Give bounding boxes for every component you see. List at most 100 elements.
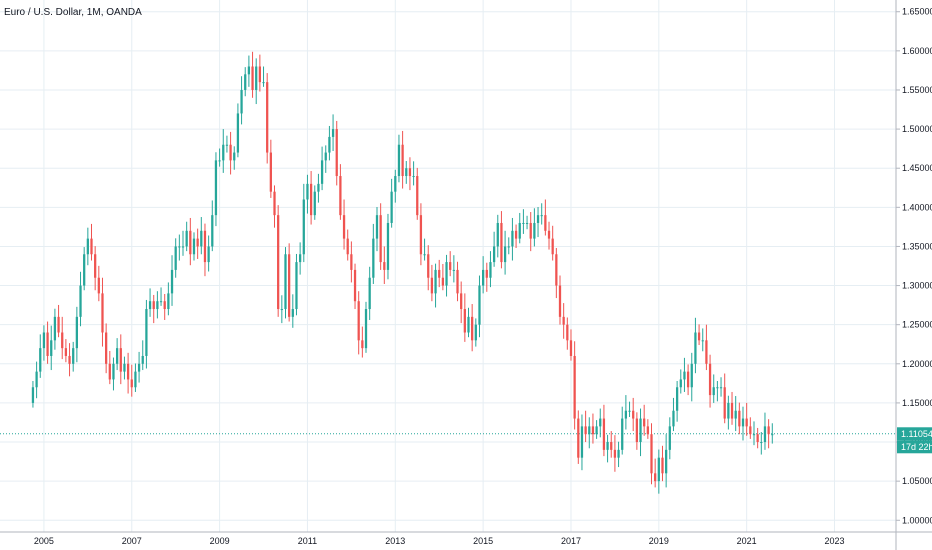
price-axis[interactable]: 1.000001.050001.100001.150001.200001.250…	[896, 7, 932, 526]
candle-down[interactable]	[196, 238, 199, 247]
candle-up[interactable]	[174, 246, 177, 270]
candle-down[interactable]	[756, 434, 759, 443]
candle-down[interactable]	[57, 316, 60, 333]
candle-up[interactable]	[694, 332, 697, 364]
candle-up[interactable]	[511, 230, 514, 247]
candle-down[interactable]	[635, 418, 638, 443]
candle-down[interactable]	[126, 363, 130, 380]
candle-up[interactable]	[72, 348, 75, 364]
candle-down[interactable]	[383, 262, 386, 270]
candle-up[interactable]	[280, 309, 283, 311]
candle-down[interactable]	[686, 371, 690, 388]
candle-down[interactable]	[577, 418, 580, 458]
candle-up[interactable]	[760, 442, 763, 444]
candle-up[interactable]	[390, 191, 393, 223]
candle-up[interactable]	[214, 160, 218, 216]
candle-up[interactable]	[525, 222, 529, 224]
candle-up[interactable]	[701, 340, 704, 342]
candle-down[interactable]	[555, 254, 558, 286]
candle-down[interactable]	[416, 176, 419, 216]
candle-up[interactable]	[181, 246, 185, 248]
candle-up[interactable]	[211, 215, 214, 247]
candle-down[interactable]	[529, 222, 532, 239]
candle-down[interactable]	[335, 129, 338, 177]
candle-up[interactable]	[317, 183, 320, 192]
candle-down[interactable]	[738, 410, 741, 427]
candle-up[interactable]	[474, 324, 477, 341]
candle-up[interactable]	[53, 316, 57, 341]
candle-down[interactable]	[342, 215, 346, 239]
candle-up[interactable]	[763, 426, 767, 443]
candle-down[interactable]	[94, 254, 97, 278]
candle-up[interactable]	[262, 82, 265, 84]
candle-down[interactable]	[379, 215, 382, 263]
candle-down[interactable]	[90, 238, 93, 255]
candle-up[interactable]	[178, 246, 181, 248]
candle-down[interactable]	[767, 426, 770, 435]
candle-up[interactable]	[31, 387, 35, 403]
candle-up[interactable]	[719, 387, 723, 389]
candle-down[interactable]	[97, 277, 100, 294]
candle-down[interactable]	[130, 379, 133, 388]
candle-up[interactable]	[412, 176, 415, 178]
candle-down[interactable]	[558, 285, 562, 317]
candle-down[interactable]	[64, 348, 68, 356]
candle-down[interactable]	[408, 168, 412, 177]
candle-down[interactable]	[661, 457, 664, 474]
candle-down[interactable]	[251, 66, 254, 90]
candle-down[interactable]	[544, 215, 547, 231]
candle-up[interactable]	[324, 152, 327, 161]
candle-down[interactable]	[602, 418, 606, 450]
candle-up[interactable]	[86, 238, 89, 255]
candle-down[interactable]	[584, 426, 587, 435]
candle-up[interactable]	[141, 355, 144, 364]
candle-up[interactable]	[42, 332, 46, 349]
candle-down[interactable]	[430, 277, 434, 294]
candle-down[interactable]	[119, 348, 122, 372]
candle-up[interactable]	[218, 160, 221, 162]
candle-down[interactable]	[350, 254, 353, 270]
candle-up[interactable]	[606, 442, 609, 450]
candle-up[interactable]	[313, 191, 316, 216]
candle-up[interactable]	[621, 418, 624, 450]
candle-up[interactable]	[192, 238, 196, 255]
candle-down[interactable]	[514, 230, 518, 239]
candle-up[interactable]	[445, 262, 448, 286]
candle-down[interactable]	[654, 473, 657, 482]
candle-down[interactable]	[105, 332, 108, 364]
candle-down[interactable]	[441, 277, 445, 286]
candle-up[interactable]	[291, 309, 294, 317]
candle-down[interactable]	[361, 340, 364, 349]
candle-up[interactable]	[657, 457, 660, 482]
candle-up[interactable]	[741, 418, 745, 427]
candle-up[interactable]	[492, 246, 496, 263]
candle-up[interactable]	[145, 309, 148, 356]
candle-up[interactable]	[683, 371, 686, 380]
candle-down[interactable]	[551, 238, 554, 255]
candle-down[interactable]	[471, 316, 474, 341]
candle-down[interactable]	[269, 152, 272, 192]
candle-up[interactable]	[467, 316, 470, 333]
candle-down[interactable]	[456, 269, 459, 294]
candle-up[interactable]	[434, 269, 437, 294]
candle-up[interactable]	[712, 387, 715, 396]
candle-down[interactable]	[705, 340, 708, 364]
candle-up[interactable]	[200, 230, 203, 247]
candle-down[interactable]	[273, 191, 276, 216]
candle-up[interactable]	[148, 301, 152, 310]
candle-up[interactable]	[668, 426, 671, 450]
candle-up[interactable]	[225, 144, 229, 146]
candle-up[interactable]	[112, 363, 115, 380]
candle-up[interactable]	[397, 144, 401, 177]
candle-down[interactable]	[463, 309, 466, 333]
candle-up[interactable]	[331, 129, 335, 137]
candle-down[interactable]	[643, 418, 646, 427]
candle-up[interactable]	[507, 246, 510, 248]
candle-up[interactable]	[247, 66, 251, 75]
candle-down[interactable]	[745, 418, 748, 427]
candle-up[interactable]	[478, 285, 481, 325]
candle-up[interactable]	[255, 66, 258, 90]
candle-down[interactable]	[46, 332, 49, 356]
candle-up[interactable]	[536, 215, 540, 223]
candle-down[interactable]	[101, 293, 104, 333]
